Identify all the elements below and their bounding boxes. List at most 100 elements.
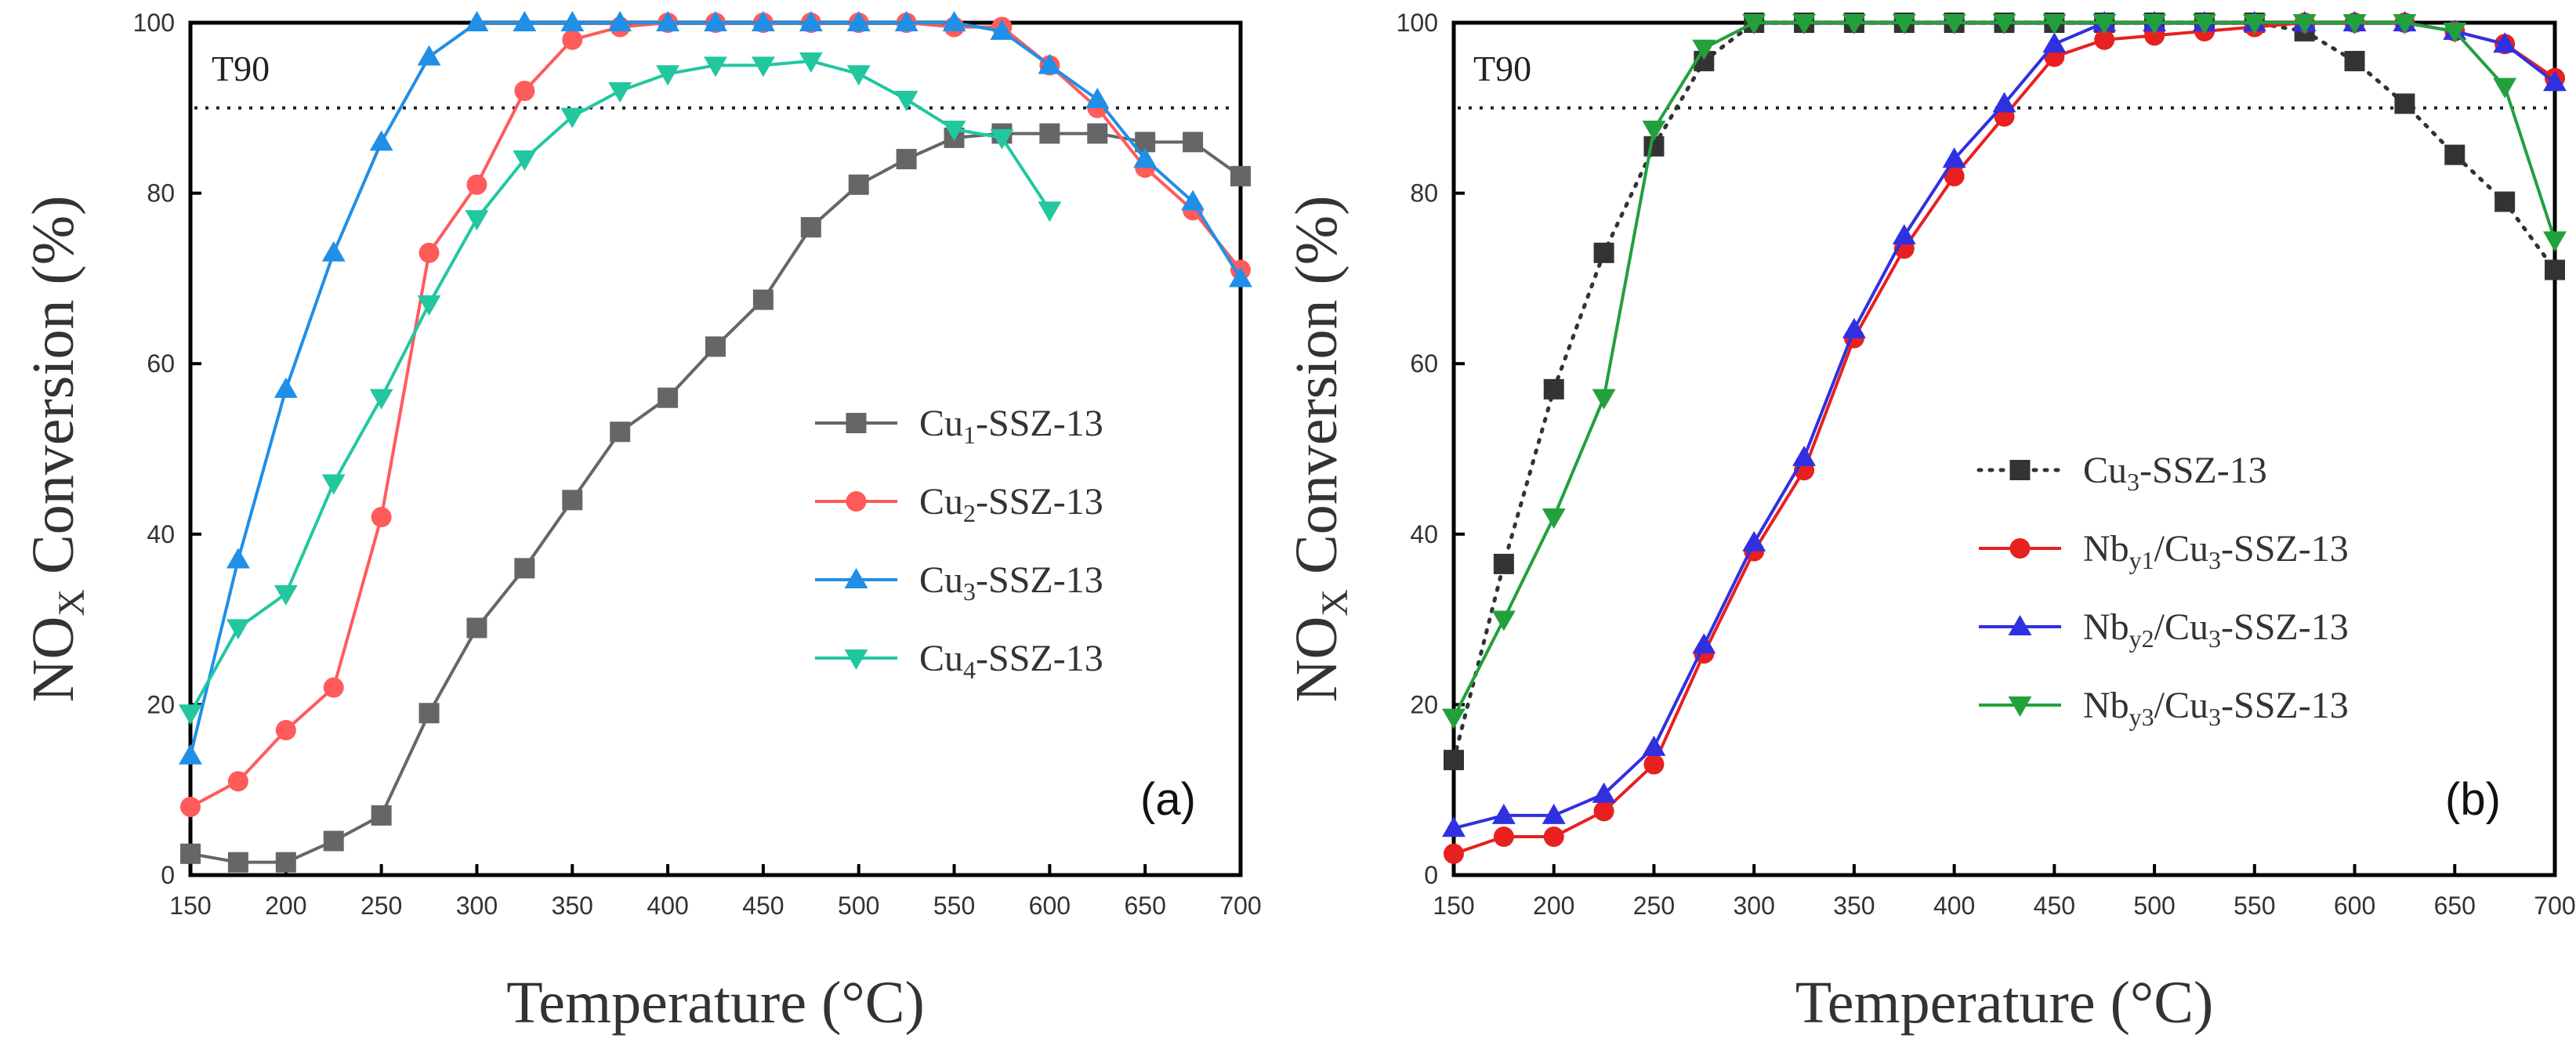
data-point <box>1642 735 1666 756</box>
data-point <box>1643 754 1665 775</box>
data-point <box>894 90 918 111</box>
data-point <box>2394 93 2415 114</box>
data-point <box>1792 13 1816 34</box>
data-point <box>1542 803 1566 824</box>
data-point <box>2242 13 2266 34</box>
data-point <box>1742 13 1766 34</box>
data-point <box>799 52 823 73</box>
data-point <box>610 421 631 443</box>
series-a-3 <box>179 11 1252 765</box>
data-point <box>274 377 298 398</box>
data-point <box>1592 389 1616 410</box>
y-tick-label: 40 <box>147 520 175 548</box>
data-point <box>2444 144 2465 165</box>
y-tick-label: 100 <box>133 9 175 37</box>
data-point <box>846 65 871 86</box>
legend-marker <box>846 491 867 512</box>
data-point <box>1133 147 1158 168</box>
data-point <box>274 584 298 606</box>
data-point <box>1444 843 1464 864</box>
data-point <box>1592 782 1616 803</box>
x-tick-label: 500 <box>2133 892 2175 920</box>
data-point <box>179 704 202 725</box>
t90-label: T90 <box>1473 49 1531 89</box>
data-point <box>1493 827 1514 848</box>
data-point <box>2543 231 2567 252</box>
data-point <box>418 242 440 263</box>
data-point <box>560 107 585 128</box>
data-point <box>417 295 441 316</box>
chart-panel-b: 150 200 250 300 350 400 450 500 550 600 650 700 0 20 4… <box>1284 9 2576 1036</box>
data-point <box>1992 92 2016 113</box>
data-point <box>369 389 393 410</box>
data-point <box>1230 165 1251 186</box>
x-tick-label: 400 <box>1933 892 1975 920</box>
legend-label: Nby3/Cu3-SSZ-13 <box>2083 685 2349 731</box>
data-point <box>1692 633 1716 654</box>
x-tick-label: 550 <box>2234 892 2275 920</box>
legend-label: Nby1/Cu3-SSZ-13 <box>2083 528 2349 574</box>
data-point <box>848 174 869 195</box>
x-tick-label: 650 <box>1124 892 1165 920</box>
data-point <box>466 174 487 195</box>
panel-label: (b) <box>2445 774 2501 825</box>
legend-marker <box>2008 615 2032 636</box>
t90-label: T90 <box>212 49 270 89</box>
data-point <box>942 120 966 141</box>
data-point <box>799 11 823 32</box>
data-point <box>2493 78 2517 99</box>
y-tick-label: 100 <box>1397 9 1438 37</box>
data-point <box>1942 147 1966 168</box>
data-point <box>1742 530 1766 552</box>
x-tick-label: 200 <box>265 892 306 920</box>
data-point <box>321 241 346 262</box>
x-axis-title: Temperature (°C) <box>1795 970 2214 1036</box>
data-point <box>1039 123 1060 144</box>
legend-label: Cu3-SSZ-13 <box>919 559 1103 606</box>
series-line <box>189 59 1052 714</box>
data-point <box>2193 13 2216 34</box>
x-tick-label: 600 <box>2334 892 2375 920</box>
x-tick-label: 450 <box>2034 892 2075 920</box>
data-point <box>226 619 250 640</box>
y-tick-label: 80 <box>1410 179 1438 208</box>
data-point <box>180 796 201 817</box>
x-tick-label: 350 <box>552 892 593 920</box>
legend-marker <box>844 649 868 670</box>
x-tick-label: 700 <box>2534 892 2575 920</box>
series-b-3 <box>1442 11 2567 837</box>
data-point <box>1087 123 1108 144</box>
y-tick-label: 60 <box>1410 349 1438 378</box>
data-point <box>990 19 1014 40</box>
data-point <box>226 548 250 569</box>
data-point <box>1038 201 1062 222</box>
series-b-2 <box>1444 13 2565 864</box>
data-point <box>179 743 202 765</box>
y-axis-title: NOX Conversion (%) <box>1284 196 1356 703</box>
data-point <box>1181 190 1205 211</box>
data-point <box>2494 191 2516 212</box>
legend-a: Cu1-SSZ-13 Cu2-SSZ-13 Cu3-SSZ-13 Cu4-SSZ-13 <box>815 403 1103 684</box>
data-point <box>418 703 440 724</box>
x-tick-label: 250 <box>360 892 402 920</box>
data-point <box>2344 50 2365 71</box>
data-point <box>323 830 344 852</box>
data-point <box>514 81 535 102</box>
series-b-4 <box>1442 13 2567 729</box>
data-point <box>1942 13 1966 34</box>
data-point <box>1992 13 2016 34</box>
data-point <box>1842 13 1866 34</box>
data-point <box>846 11 871 32</box>
data-point <box>752 289 774 310</box>
x-tick-label: 650 <box>2434 892 2476 920</box>
x-tick-label: 350 <box>1833 892 1875 920</box>
data-point <box>1593 242 1614 263</box>
data-point <box>2443 22 2467 43</box>
series-a-4 <box>179 52 1062 725</box>
x-tick-label: 250 <box>1633 892 1675 920</box>
data-point <box>1944 165 1965 186</box>
data-point <box>656 11 680 32</box>
data-point <box>658 387 679 408</box>
data-point <box>371 507 392 528</box>
y-tick-label: 40 <box>1410 520 1438 548</box>
